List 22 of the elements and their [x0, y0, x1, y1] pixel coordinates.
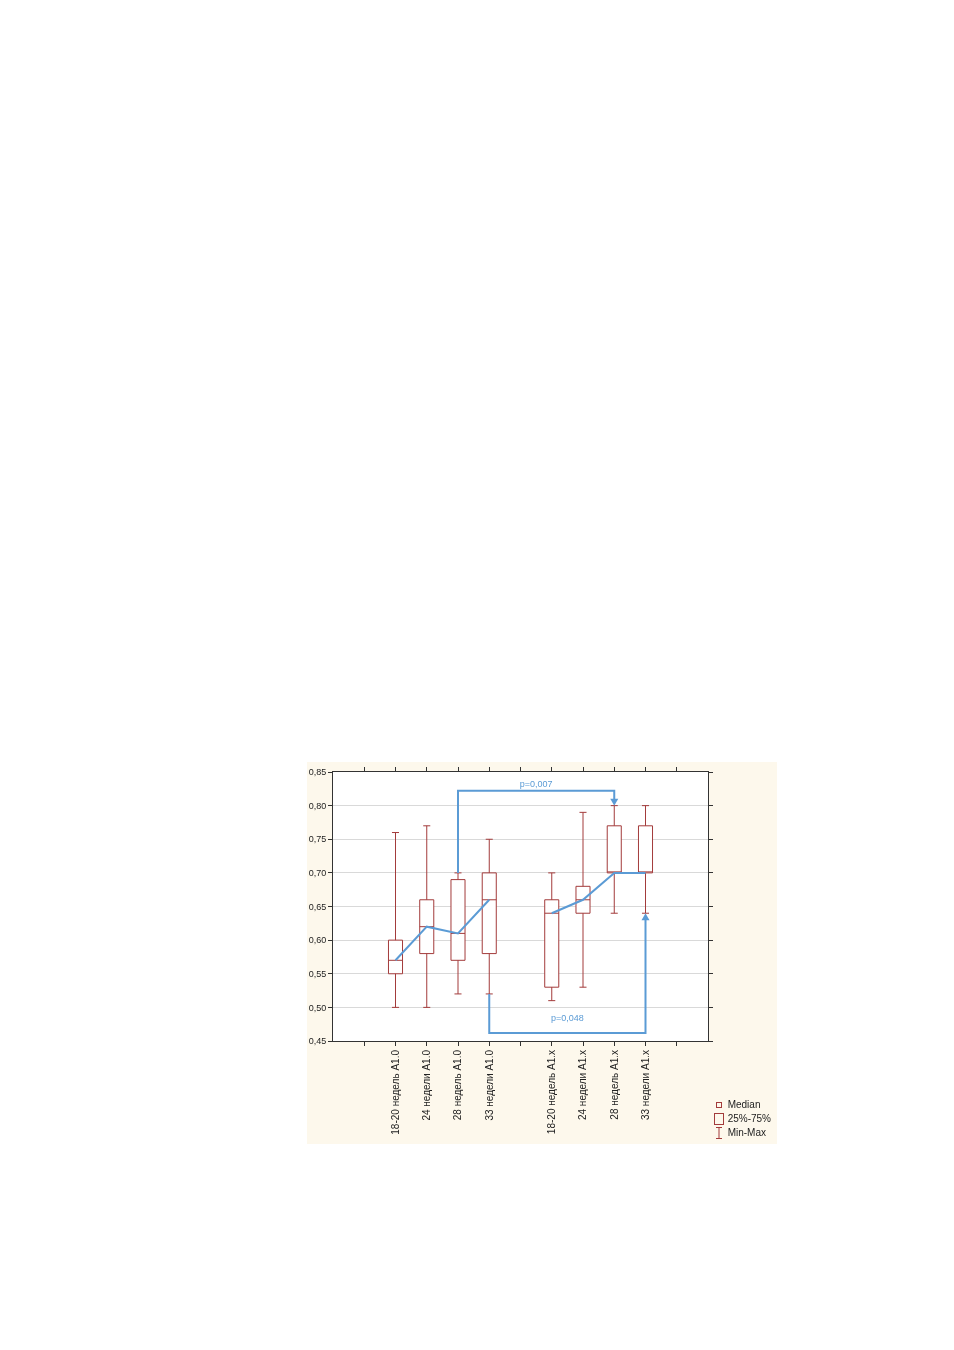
x-tick-label: 28 недель A1.0	[452, 1049, 464, 1121]
x-tick-label: 24 недели A1.x	[577, 1050, 589, 1121]
y-tick-label: 0,60	[308, 935, 327, 946]
y-tick-label: 0,55	[308, 968, 327, 979]
y-tick-label: 0,45	[308, 1036, 327, 1047]
x-tick-label: 18-20 недель A1.x	[546, 1050, 557, 1135]
text: 25%-75%	[727, 1112, 771, 1126]
text: Min-Max	[727, 1126, 766, 1140]
text: Median	[727, 1098, 761, 1112]
x-tick-label: 28 недель A1.x	[608, 1050, 620, 1120]
y-tick-label: 0,50	[308, 1002, 327, 1013]
x-tick-label: 18-20 недель A1.0	[389, 1049, 401, 1135]
annotation: p=0,007	[519, 778, 553, 789]
x-tick-label: 24 недели A1.0	[421, 1049, 432, 1121]
y-tick-label: 0,75	[308, 834, 327, 845]
x-tick-label: 33 недели A1.x	[639, 1050, 651, 1121]
y-tick-label: 0,80	[308, 800, 327, 811]
y-tick-label: 0,85	[308, 767, 327, 778]
y-tick-label: 0,70	[308, 868, 327, 879]
annotation: p=0,048	[550, 1012, 584, 1023]
x-tick-label: 33 недели A1.0	[483, 1049, 495, 1121]
y-tick-label: 0,65	[308, 901, 327, 912]
